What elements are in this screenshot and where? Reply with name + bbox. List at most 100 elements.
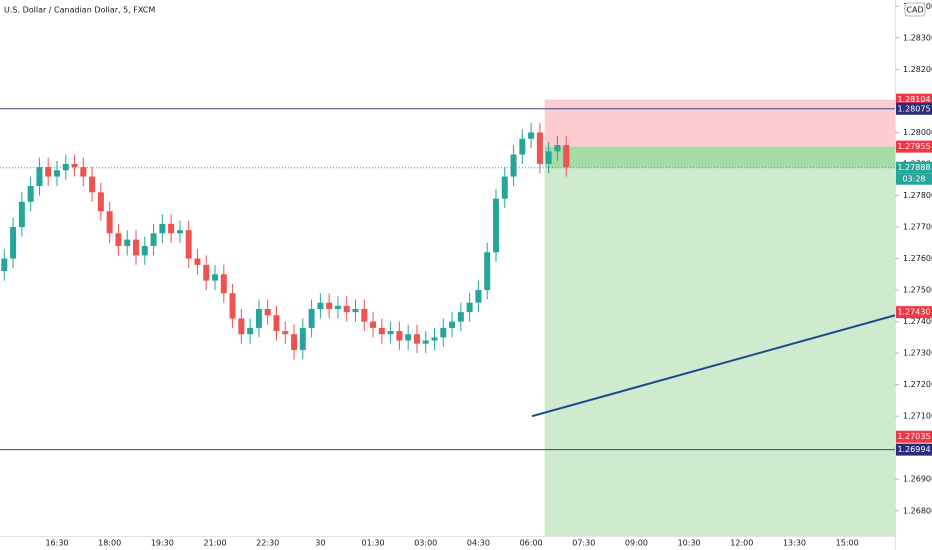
- candle-body: [326, 302, 333, 309]
- price-marker-label: 1.27888: [897, 163, 930, 172]
- x-tick-label: 09:00: [625, 539, 648, 548]
- price-marker: [896, 443, 932, 456]
- candle-body: [18, 201, 25, 228]
- price-marker: [896, 93, 932, 106]
- candle-body: [361, 308, 368, 322]
- zones: [544, 99, 895, 537]
- price-marker-label: 1.28104: [897, 95, 930, 104]
- y-tick-label: 1.27400: [903, 317, 932, 326]
- x-tick-label: 10:30: [678, 539, 701, 548]
- candle-body: [449, 321, 456, 328]
- axis: 1.268001.269001.270001.271001.272001.273…: [45, 2, 932, 548]
- y-tick-label: 1.27300: [903, 349, 932, 358]
- y-tick-label: 1.28200: [903, 65, 932, 74]
- candle-body: [53, 170, 60, 177]
- candle-body: [212, 274, 219, 281]
- y-tick-label: 1.27700: [903, 223, 932, 232]
- candle-body: [466, 302, 473, 313]
- y-tick-label: 1.27800: [903, 191, 932, 200]
- y-tick-label: 1.26900: [903, 475, 932, 484]
- candle-body: [203, 264, 210, 281]
- y-tick-label: 1.27500: [903, 286, 932, 295]
- candle-body: [150, 233, 157, 246]
- candle-body: [264, 308, 271, 316]
- x-tick-label: 16:30: [45, 539, 68, 548]
- candle-body: [343, 305, 350, 313]
- currency-badge: [904, 2, 926, 17]
- x-tick-label: 13:30: [783, 539, 806, 548]
- candle-body: [405, 334, 412, 341]
- price-marker: [896, 140, 932, 153]
- price-marker-label: 1.26994: [897, 445, 930, 454]
- countdown-box: [896, 173, 932, 185]
- candle-body: [536, 132, 543, 164]
- candle-body: [308, 308, 315, 328]
- candle-body: [475, 290, 482, 303]
- candle-body: [71, 163, 78, 168]
- candle-body: [528, 132, 535, 139]
- candle-body: [413, 334, 420, 344]
- price-marker: [896, 306, 932, 319]
- candle-body: [255, 308, 262, 328]
- marks: [0, 108, 896, 451]
- chart-title: U.S. Dollar / Canadian Dollar, 5, FXCM: [4, 6, 155, 15]
- target-zone: [544, 146, 895, 537]
- candle-body: [422, 340, 429, 344]
- candle-body: [291, 334, 298, 350]
- candle-body: [194, 258, 201, 265]
- candle-body: [563, 145, 570, 168]
- y-tick-label: 1.26800: [903, 506, 932, 515]
- y-tick-label: 1.28300: [903, 33, 932, 42]
- price-marker-label: 1.27955: [897, 142, 930, 151]
- candle-body: [457, 312, 464, 322]
- x-tick-label: 07:30: [572, 539, 595, 548]
- price-marker-label: 1.27430: [897, 308, 930, 317]
- candle-body: [176, 230, 183, 234]
- candle-body: [159, 223, 166, 234]
- candle-body: [352, 308, 359, 313]
- candle-body: [396, 331, 403, 341]
- price-marker-label: 1.27035: [897, 432, 930, 441]
- x-tick-label: 06:00: [520, 539, 543, 548]
- y-tick-label: 1.28000: [903, 128, 932, 137]
- countdown-label: 03:28: [902, 175, 925, 184]
- candle-body: [89, 176, 96, 193]
- y-tick-label: 1.27200: [903, 380, 932, 389]
- price-marker: [896, 430, 932, 443]
- candle-body: [317, 302, 324, 309]
- candle-body: [554, 145, 561, 152]
- candle-body: [370, 321, 377, 328]
- y-tick-label: 1.27100: [903, 412, 932, 421]
- currency-label: CAD: [906, 6, 923, 15]
- x-tick-label: 01:30: [362, 539, 385, 548]
- candle-body: [334, 305, 341, 309]
- trend-line: [531, 314, 896, 418]
- open-profit: [544, 146, 895, 168]
- x-tick-label: 04:30: [467, 539, 490, 548]
- candle-body: [238, 318, 245, 335]
- price-marker: [896, 102, 932, 115]
- candle-body: [27, 186, 34, 202]
- candle-body: [97, 192, 104, 212]
- x-tick-label: 19:30: [151, 539, 174, 548]
- candle-body: [519, 138, 526, 155]
- candle-body: [299, 327, 306, 350]
- x-tick-label: 12:00: [730, 539, 753, 548]
- candle-body: [440, 327, 447, 338]
- candle-body: [510, 154, 517, 177]
- x-tick-label: 30: [315, 539, 325, 548]
- y-tick-label: 1.27600: [903, 254, 932, 263]
- candle-body: [492, 198, 499, 253]
- candle-body: [387, 331, 394, 335]
- candle-body: [62, 163, 69, 171]
- candle-body: [115, 233, 122, 246]
- candle-body: [545, 151, 552, 164]
- candle-body: [80, 167, 87, 177]
- candle-body: [431, 337, 438, 341]
- x-tick-label: 18:00: [98, 539, 121, 548]
- stop-zone: [544, 99, 895, 147]
- candle-body: [378, 327, 385, 335]
- candle-body: [247, 327, 254, 335]
